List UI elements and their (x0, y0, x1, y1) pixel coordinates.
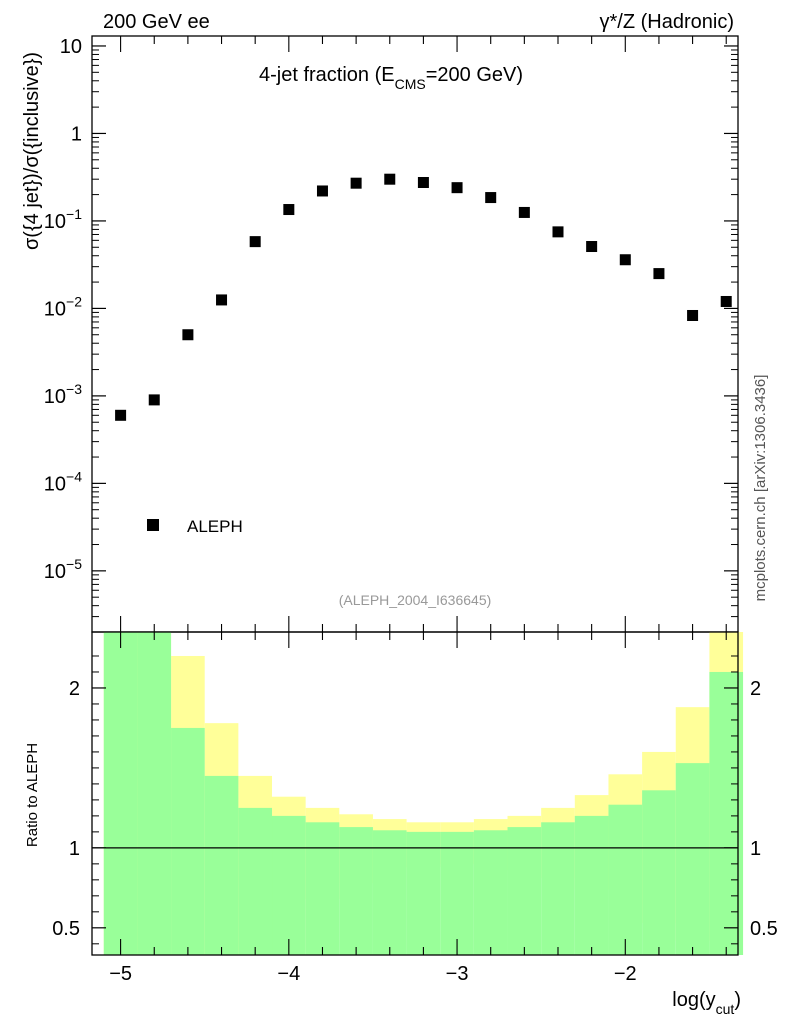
data-point (316, 185, 328, 197)
green-band-bin (574, 815, 609, 955)
green-band-bin (103, 632, 138, 955)
y-tick-label: 10−3 (44, 381, 82, 408)
green-band-bin (305, 822, 340, 955)
main-x-ticks (120, 36, 727, 632)
ratio-y-tick-label-right: 0.5 (750, 918, 778, 940)
green-band-bin (339, 827, 373, 955)
data-point (485, 192, 497, 204)
y-tick-label: 10−4 (44, 468, 82, 495)
x-tick-label: −4 (277, 963, 300, 985)
ratio-y-tick-label: 0.5 (52, 918, 80, 940)
x-tick-label: −3 (446, 963, 469, 985)
x-axis-label: log(ycut) (672, 989, 741, 1017)
data-point (518, 206, 530, 218)
data-point (417, 176, 429, 188)
ratio-panel: 2 2 1 1 0.5 0.5 −5 −4 −3 −2 Ratio to ALEPH log(y… (24, 631, 778, 1017)
analysis-id: (ALEPH_2004_I636645) (339, 592, 492, 608)
green-band-bin (272, 815, 306, 955)
y-tick-label: 10−5 (44, 556, 82, 583)
ratio-x-axis: −5 −4 −3 −2 (109, 632, 727, 985)
header-left: 200 GeV ee (103, 11, 210, 33)
main-y-label: σ({4 jet})/σ({inclusive}) (21, 52, 43, 250)
main-title: 4-jet fraction (ECMS=200 GeV) (259, 64, 523, 92)
green-band-bin (204, 775, 239, 955)
x-tick-label: −5 (109, 963, 132, 985)
data-point (653, 268, 665, 280)
ratio-frame (91, 631, 739, 956)
ratio-y-label: Ratio to ALEPH (24, 743, 41, 847)
data-point (148, 394, 160, 406)
green-band-bin (137, 632, 172, 955)
data-point (687, 309, 699, 321)
ratio-bands (103, 632, 744, 955)
green-band-bin (541, 822, 575, 955)
data-point (384, 173, 396, 185)
legend-marker (147, 519, 159, 531)
data-point (216, 294, 228, 306)
data-point (115, 409, 127, 421)
main-title-subscript: CMS (395, 76, 426, 92)
main-title-text: 4-jet fraction (E (259, 64, 395, 86)
green-band-bin (440, 831, 474, 955)
side-credit: mcplots.cern.ch [arXiv:1306.3436] (752, 375, 769, 602)
y-tick-label: 10 (60, 36, 82, 58)
ratio-y-tick-label-right: 2 (750, 678, 761, 700)
legend: ALEPH (147, 517, 243, 536)
data-point (283, 204, 295, 216)
header-right: γ*/Z (Hadronic) (600, 11, 734, 33)
y-tick-label: 1 (71, 123, 82, 145)
legend-label: ALEPH (187, 517, 243, 536)
data-point (720, 295, 732, 307)
ratio-y-tick-label-right: 1 (750, 838, 761, 860)
y-tick-label: 10−2 (44, 293, 82, 320)
data-point (619, 254, 631, 266)
green-band-bin (171, 727, 205, 955)
x-label-tail: ) (734, 989, 741, 1011)
green-band-bin (642, 790, 676, 955)
green-band-bin (675, 763, 710, 955)
green-band-bin (238, 807, 273, 955)
green-band-bin (473, 830, 508, 955)
main-panel: 10 1 10−1 10−2 10−3 10−4 10−5 4-jet fraction (… (21, 35, 739, 633)
data-point (249, 236, 261, 248)
main-title-tail: =200 GeV) (426, 64, 523, 86)
main-y-axis: 10 1 10−1 10−2 10−3 10−4 10−5 (44, 36, 738, 633)
data-point (350, 177, 362, 189)
green-band-bin (406, 831, 441, 955)
y-tick-label: 10−1 (44, 206, 82, 233)
green-band-bin (608, 804, 643, 955)
green-band-bin (507, 827, 542, 955)
x-tick-label: −2 (614, 963, 637, 985)
x-label-text: log(y (672, 989, 715, 1011)
ratio-y-tick-label: 1 (69, 838, 80, 860)
data-point (552, 226, 564, 238)
ratio-y-tick-label: 2 (69, 678, 80, 700)
data-point (451, 182, 463, 194)
ratio-y-axis: 2 2 1 1 0.5 0.5 (52, 655, 778, 945)
data-point (182, 329, 194, 341)
main-plot-area (115, 173, 732, 421)
x-label-subscript: cut (716, 1001, 735, 1017)
green-band-bin (372, 830, 407, 955)
data-point (586, 241, 598, 253)
